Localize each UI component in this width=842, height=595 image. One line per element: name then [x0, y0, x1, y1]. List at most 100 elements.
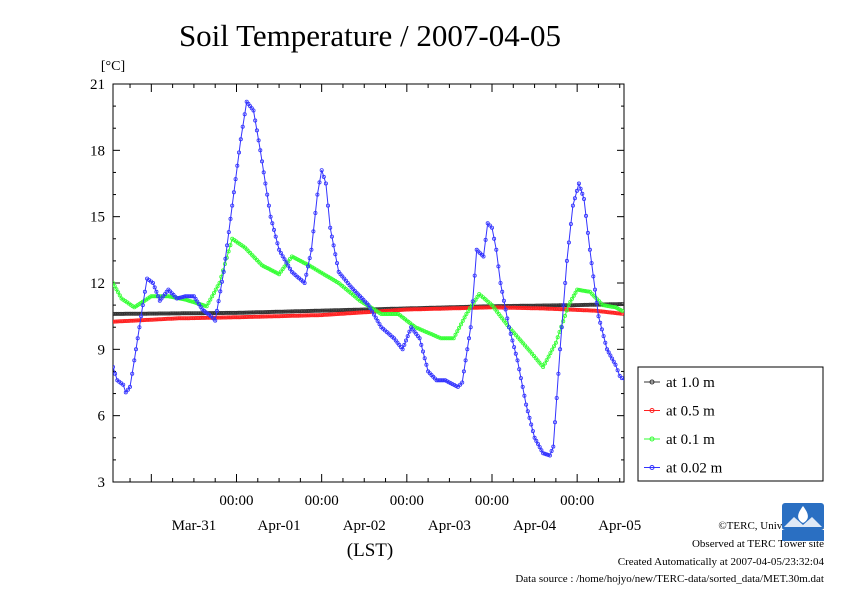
created-timestamp-text: Created Automatically at 2007-04-05/23:3…: [617, 556, 824, 568]
data-point: [280, 314, 285, 319]
data-point: [558, 347, 563, 352]
data-point: [139, 314, 144, 319]
y-tick-label: 9: [98, 342, 106, 358]
y-tick-label: 15: [90, 210, 105, 226]
data-point: [287, 313, 292, 318]
data-point: [419, 342, 424, 347]
data-point: [242, 112, 247, 117]
data-point: [263, 181, 268, 186]
data-point: [563, 313, 568, 318]
data-point: [240, 124, 245, 129]
data-point: [252, 310, 257, 315]
data-point: [150, 280, 155, 285]
legend-swatch-marker: [649, 379, 655, 385]
data-point: [330, 312, 335, 317]
data-point: [500, 289, 505, 294]
data-point: [582, 288, 587, 293]
data-point: [410, 307, 415, 312]
data-point: [280, 309, 285, 314]
data-point: [580, 191, 585, 196]
data-point: [317, 180, 322, 185]
legend-label: at 1.0 m: [666, 375, 715, 391]
data-point: [566, 240, 571, 245]
data-point: [568, 221, 573, 226]
data-point: [544, 452, 549, 457]
data-point: [598, 320, 603, 325]
data-point: [259, 310, 264, 315]
data-point: [424, 362, 429, 367]
data-point: [230, 203, 235, 208]
data-point: [485, 221, 490, 226]
data-point: [314, 313, 319, 318]
data-point: [190, 294, 195, 299]
data-point: [600, 303, 605, 308]
data-point: [270, 221, 275, 226]
data-point: [233, 177, 238, 182]
data-point: [449, 336, 454, 341]
data-point: [422, 356, 427, 361]
data-point: [315, 192, 320, 197]
data-point: [522, 393, 527, 398]
data-point: [617, 373, 622, 378]
legend-label: at 0.1 m: [666, 432, 715, 448]
data-point: [273, 314, 278, 319]
data-point: [479, 305, 484, 310]
data-point: [606, 350, 611, 355]
data-point: [362, 310, 367, 315]
data-point: [550, 347, 555, 352]
legend-swatch-marker: [649, 465, 655, 470]
data-point: [584, 213, 589, 218]
data-point: [473, 305, 478, 310]
data-point: [179, 295, 184, 300]
data-point: [193, 296, 198, 301]
data-point: [570, 203, 575, 208]
data-point: [420, 328, 425, 333]
data-point: [427, 331, 432, 336]
data-point: [620, 308, 624, 313]
data-point: [127, 384, 132, 389]
data-point: [492, 236, 497, 241]
data-point: [225, 243, 230, 248]
data-point: [246, 310, 251, 315]
x-tick-date-label: Apr-02: [343, 518, 386, 534]
data-point: [347, 311, 352, 316]
data-point: [172, 311, 177, 316]
data-point: [206, 300, 211, 305]
data-point: [440, 306, 445, 311]
data-point: [337, 308, 342, 313]
data-point: [237, 310, 242, 315]
data-point: [555, 335, 560, 340]
data-point: [190, 299, 195, 304]
data-point: [363, 307, 368, 312]
data-point: [163, 311, 168, 316]
series-at-0-1-m: [113, 236, 624, 369]
data-point: [494, 247, 499, 252]
data-point: [280, 254, 285, 259]
data-point: [394, 311, 399, 316]
data-point: [373, 315, 378, 320]
data-point: [157, 317, 162, 322]
data-point: [561, 303, 566, 308]
data-point: [300, 313, 305, 318]
data-point: [278, 250, 283, 255]
data-point: [285, 313, 290, 318]
data-point: [603, 340, 608, 345]
x-tick-date-label: Apr-03: [428, 518, 471, 534]
data-point: [265, 192, 270, 197]
data-point: [527, 415, 532, 420]
data-point: [591, 302, 596, 307]
data-point: [580, 288, 585, 293]
data-point: [606, 304, 611, 309]
data-point: [512, 345, 517, 350]
data-point: [589, 261, 594, 266]
data-point: [246, 314, 251, 319]
data-point: [468, 325, 473, 330]
data-point: [292, 309, 297, 314]
data-point: [121, 382, 126, 387]
data-point: [452, 306, 457, 311]
data-point: [178, 295, 183, 300]
data-point: [254, 128, 259, 133]
data-point: [466, 309, 471, 314]
data-point: [532, 435, 537, 440]
data-point: [551, 444, 556, 449]
